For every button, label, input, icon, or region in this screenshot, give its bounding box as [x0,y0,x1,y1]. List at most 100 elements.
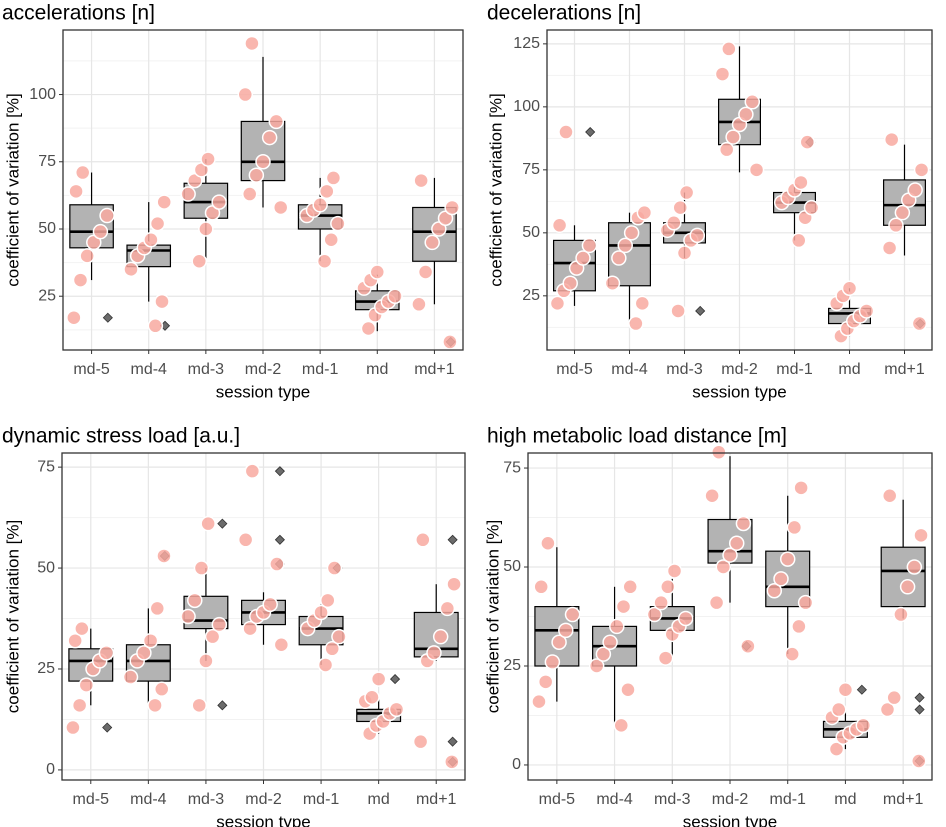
data-point [200,151,216,167]
data-point [883,131,900,148]
data-point [784,646,800,662]
x-tick-label: md-4 [596,791,633,808]
x-tick-label: md-5 [73,791,110,808]
plot-border [546,29,933,351]
data-point [636,204,653,221]
data-point [74,620,90,637]
data-point [364,689,380,705]
plot-border [527,452,933,781]
data-point [415,532,431,548]
data-point [830,701,847,718]
data-point [149,600,166,617]
y-tick-label: 25 [38,287,56,304]
y-tick-label: 50 [38,220,56,237]
data-point [623,225,640,241]
data-point [444,199,460,216]
data-point [122,669,139,685]
data-point [153,681,170,697]
data-point [634,295,651,312]
data-point [740,638,756,654]
data-point [615,598,632,615]
data-point [330,215,346,232]
data-point [595,646,612,662]
data-point [413,172,429,189]
data-point [136,645,152,661]
data-point [191,697,207,714]
data-point [99,207,115,224]
y-axis-title: coefficient of variation [%] [3,93,22,286]
data-point [67,632,83,649]
data-point [533,579,549,595]
data-point [261,129,278,146]
data-point [714,66,731,82]
data-point [444,754,460,770]
data-point [653,594,669,611]
data-point [689,227,706,244]
data-point [744,94,761,110]
data-point [439,600,456,617]
y-tick-label: 50 [37,559,55,576]
data-point [678,184,695,201]
x-tick-label: md [834,791,856,808]
panel: decelerations [n] 25 50 75 100 125 md-5 md-4 md-… [486,2,933,401]
x-axis-title: session type [683,812,778,827]
panel: accelerations [n] 25 50 75 100 md-5 md-4 md-3 md… [2,2,464,401]
data-point [617,237,633,254]
data-point [312,197,328,213]
data-point [200,515,216,532]
data-point [412,733,429,750]
x-tick-label: md [366,361,388,378]
data-point [728,535,745,552]
data-point [581,237,598,254]
data-point [828,741,845,757]
data-point [611,250,627,266]
data-point [879,701,896,718]
x-tick-label: md-1 [769,791,806,808]
data-point [725,129,741,145]
data-point [98,645,115,661]
outlier [695,305,706,317]
y-tick-label: 25 [503,657,521,674]
data-point [123,261,139,278]
data-point [248,167,265,183]
x-tick-label: md+1 [416,791,457,808]
data-point [360,320,377,337]
x-tick-label: md-4 [130,361,167,378]
data-point [837,681,854,698]
x-tick-label: md-2 [245,791,282,808]
y-tick-label: 75 [38,153,56,170]
data-point [446,576,462,592]
data-point [549,295,566,312]
data-point [324,641,340,657]
data-point [793,174,809,191]
data-point [316,253,333,270]
plot-border [62,29,464,351]
y-tick-label: 75 [522,161,540,178]
data-point [660,579,676,595]
data-point [388,701,405,718]
data-point [708,594,725,611]
data-point [721,41,737,57]
data-point [537,674,554,690]
y-tick-label: 25 [37,660,55,677]
outlier [274,534,285,545]
data-point [558,622,574,639]
data-point [704,488,720,504]
data-point [672,199,688,216]
data-point [841,280,858,297]
panel: high metabolic load distance [m] 0 25 50 75 m… [483,425,933,827]
data-point [666,215,682,231]
y-tick-label: 0 [512,756,521,773]
data-point [657,650,674,666]
data-point [237,86,254,103]
data-point [766,583,783,599]
data-point [156,548,172,564]
data-point [715,559,732,575]
data-point [855,717,872,734]
x-tick-label: md-5 [556,361,593,378]
data-point [313,604,329,621]
data-point [204,628,221,645]
data-point [531,693,547,710]
data-point [273,637,290,653]
y-tick-label: 75 [37,458,55,475]
